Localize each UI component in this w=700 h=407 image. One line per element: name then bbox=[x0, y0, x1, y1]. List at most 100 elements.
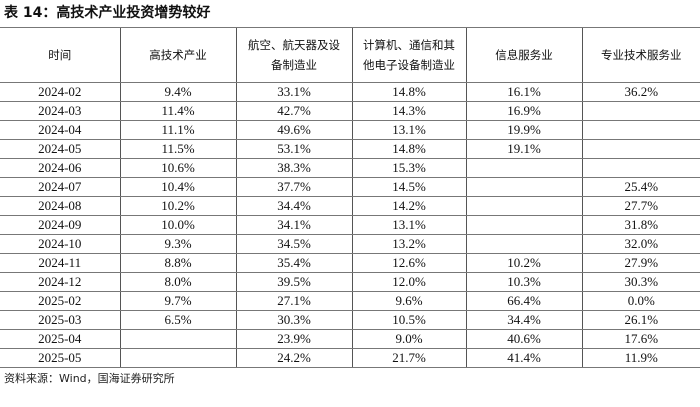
value-cell: 10.2% bbox=[119, 196, 236, 216]
column-header: 高技术产业 bbox=[119, 27, 236, 83]
value-cell: 66.4% bbox=[465, 291, 582, 311]
value-cell: 19.9% bbox=[465, 120, 582, 140]
table-row: 2024-08 10.2% 34.4% 14.2% 27.7% bbox=[0, 196, 700, 216]
date-cell: 2024-05 bbox=[0, 139, 120, 159]
value-cell: 34.5% bbox=[235, 234, 352, 254]
value-cell: 15.3% bbox=[351, 158, 466, 178]
page: 表 14：高技术产业投资增势较好 时间 高技术产业 航空、航天器及设备制造业 计算机、… bbox=[0, 5, 700, 385]
value-cell: 41.4% bbox=[465, 348, 582, 368]
table-row: 2025-02 9.7% 27.1% 9.6% 66.4% 0.0% bbox=[0, 291, 700, 311]
source-note: 资料来源：Wind，国海证券研究所 bbox=[4, 372, 175, 385]
table-title: 表 14：高技术产业投资增势较好 bbox=[4, 5, 211, 21]
table-row: 2024-04 11.1% 49.6% 13.1% 19.9% bbox=[0, 120, 700, 140]
table-row: 2024-05 11.5% 53.1% 14.8% 19.1% bbox=[0, 139, 700, 159]
value-cell bbox=[119, 348, 236, 368]
value-cell bbox=[465, 177, 582, 197]
value-cell: 35.4% bbox=[235, 253, 352, 273]
date-cell: 2024-06 bbox=[0, 158, 120, 178]
date-cell: 2024-03 bbox=[0, 101, 120, 121]
column-header: 计算机、通信和其他电子设备制造业 bbox=[351, 27, 466, 83]
value-cell: 23.9% bbox=[235, 329, 352, 349]
column-header: 时间 bbox=[0, 27, 120, 83]
table-row: 2025-03 6.5% 30.3% 10.5% 34.4% 26.1% bbox=[0, 310, 700, 330]
table-row: 2024-09 10.0% 34.1% 13.1% 31.8% bbox=[0, 215, 700, 235]
value-cell bbox=[465, 196, 582, 216]
value-cell bbox=[581, 101, 700, 121]
value-cell bbox=[119, 329, 236, 349]
value-cell: 24.2% bbox=[235, 348, 352, 368]
value-cell: 14.8% bbox=[351, 82, 466, 102]
table-row: 2024-07 10.4% 37.7% 14.5% 25.4% bbox=[0, 177, 700, 197]
value-cell: 26.1% bbox=[581, 310, 700, 330]
date-cell: 2024-10 bbox=[0, 234, 120, 254]
value-cell: 34.4% bbox=[235, 196, 352, 216]
value-cell: 30.3% bbox=[581, 272, 700, 292]
value-cell: 14.8% bbox=[351, 139, 466, 159]
value-cell: 12.6% bbox=[351, 253, 466, 273]
table-row: 2024-11 8.8% 35.4% 12.6% 10.2% 27.9% bbox=[0, 253, 700, 273]
date-cell: 2024-08 bbox=[0, 196, 120, 216]
value-cell: 9.7% bbox=[119, 291, 236, 311]
table-row: 2024-12 8.0% 39.5% 12.0% 10.3% 30.3% bbox=[0, 272, 700, 292]
value-cell: 11.9% bbox=[581, 348, 700, 368]
date-cell: 2024-12 bbox=[0, 272, 120, 292]
value-cell: 16.9% bbox=[465, 101, 582, 121]
value-cell bbox=[581, 139, 700, 159]
value-cell: 34.4% bbox=[465, 310, 582, 330]
value-cell: 32.0% bbox=[581, 234, 700, 254]
column-header: 信息服务业 bbox=[465, 27, 582, 83]
value-cell: 10.6% bbox=[119, 158, 236, 178]
date-cell: 2024-09 bbox=[0, 215, 120, 235]
table-row: 2024-06 10.6% 38.3% 15.3% bbox=[0, 158, 700, 178]
value-cell: 12.0% bbox=[351, 272, 466, 292]
value-cell: 16.1% bbox=[465, 82, 582, 102]
table-row: 2025-05 24.2% 21.7% 41.4% 11.9% bbox=[0, 348, 700, 368]
table-row: 2025-04 23.9% 9.0% 40.6% 17.6% bbox=[0, 329, 700, 349]
value-cell: 36.2% bbox=[581, 82, 700, 102]
value-cell: 11.5% bbox=[119, 139, 236, 159]
value-cell: 40.6% bbox=[465, 329, 582, 349]
value-cell: 27.1% bbox=[235, 291, 352, 311]
value-cell: 39.5% bbox=[235, 272, 352, 292]
value-cell: 27.7% bbox=[581, 196, 700, 216]
value-cell: 27.9% bbox=[581, 253, 700, 273]
value-cell: 10.2% bbox=[465, 253, 582, 273]
value-cell: 21.7% bbox=[351, 348, 466, 368]
value-cell: 33.1% bbox=[235, 82, 352, 102]
column-header: 专业技术服务业 bbox=[581, 27, 700, 83]
value-cell: 53.1% bbox=[235, 139, 352, 159]
value-cell: 9.6% bbox=[351, 291, 466, 311]
value-cell: 9.4% bbox=[119, 82, 236, 102]
table-row: 2024-10 9.3% 34.5% 13.2% 32.0% bbox=[0, 234, 700, 254]
value-cell: 30.3% bbox=[235, 310, 352, 330]
value-cell: 11.1% bbox=[119, 120, 236, 140]
date-cell: 2024-04 bbox=[0, 120, 120, 140]
date-cell: 2025-05 bbox=[0, 348, 120, 368]
value-cell: 34.1% bbox=[235, 215, 352, 235]
value-cell: 25.4% bbox=[581, 177, 700, 197]
value-cell bbox=[465, 158, 582, 178]
value-cell: 13.2% bbox=[351, 234, 466, 254]
value-cell: 37.7% bbox=[235, 177, 352, 197]
table-row: 2024-03 11.4% 42.7% 14.3% 16.9% bbox=[0, 101, 700, 121]
value-cell: 8.8% bbox=[119, 253, 236, 273]
value-cell: 14.5% bbox=[351, 177, 466, 197]
value-cell bbox=[581, 158, 700, 178]
date-cell: 2024-02 bbox=[0, 82, 120, 102]
table-row: 2024-02 9.4% 33.1% 14.8% 16.1% 36.2% bbox=[0, 82, 700, 102]
date-cell: 2025-02 bbox=[0, 291, 120, 311]
column-header: 航空、航天器及设备制造业 bbox=[235, 27, 352, 83]
date-cell: 2025-04 bbox=[0, 329, 120, 349]
value-cell: 49.6% bbox=[235, 120, 352, 140]
date-cell: 2024-11 bbox=[0, 253, 120, 273]
value-cell: 38.3% bbox=[235, 158, 352, 178]
value-cell: 31.8% bbox=[581, 215, 700, 235]
value-cell: 0.0% bbox=[581, 291, 700, 311]
value-cell: 19.1% bbox=[465, 139, 582, 159]
value-cell: 14.3% bbox=[351, 101, 466, 121]
value-cell: 13.1% bbox=[351, 120, 466, 140]
value-cell: 42.7% bbox=[235, 101, 352, 121]
value-cell: 10.0% bbox=[119, 215, 236, 235]
value-cell: 9.3% bbox=[119, 234, 236, 254]
value-cell: 6.5% bbox=[119, 310, 236, 330]
